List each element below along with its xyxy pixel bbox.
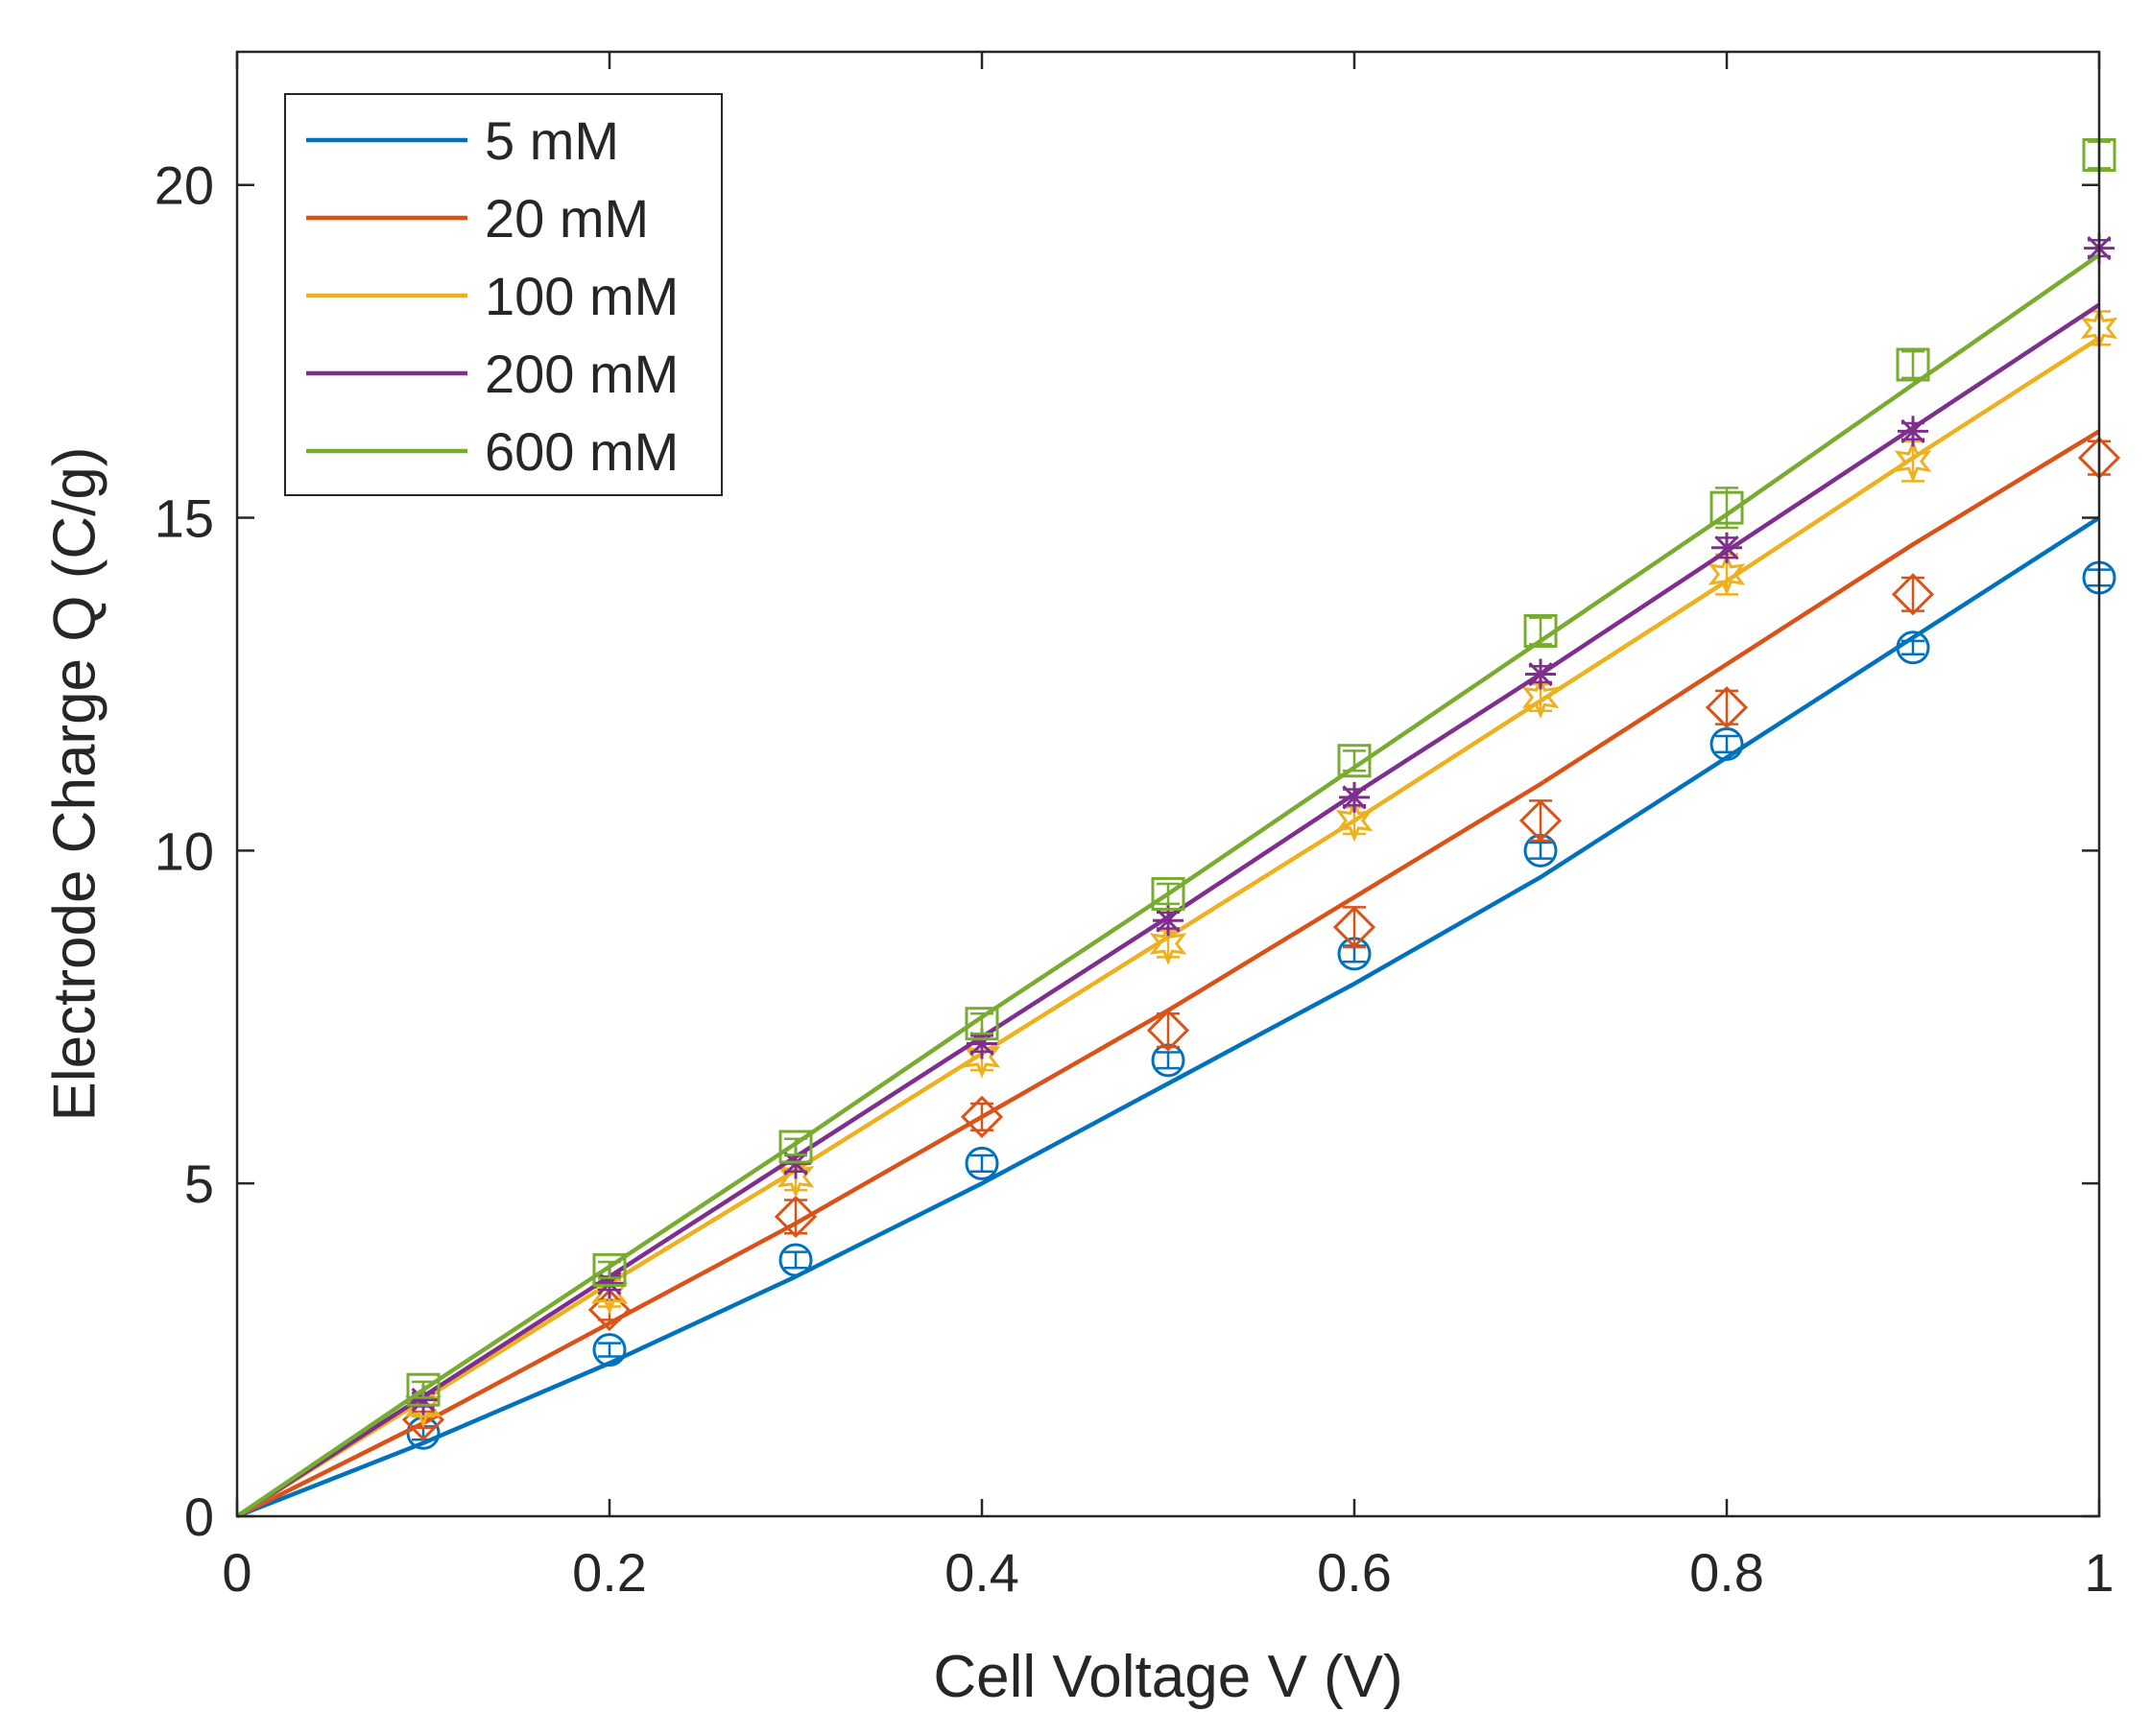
legend-label-200-mm: 200 mM <box>485 344 679 404</box>
error-bar-600-mm <box>598 1260 621 1279</box>
data-point-600-mm <box>1523 613 1558 648</box>
data-point-600-mm <box>1337 744 1372 778</box>
x-tick-label: 1 <box>2084 1542 2114 1603</box>
x-axis-label: Cell Voltage V (V) <box>933 1644 1402 1710</box>
legend-label-600-mm: 600 mM <box>485 421 679 482</box>
y-tick-label: 0 <box>184 1486 214 1547</box>
data-point-100-mm <box>1894 440 1932 483</box>
error-bar-5-mm <box>970 1153 993 1173</box>
error-bar-600-mm <box>1343 749 1366 773</box>
data-point-20-mm <box>1518 799 1563 843</box>
data-point-5-mm <box>1896 630 1930 665</box>
legend: 5 mM 20 mM 100 mM 200 mM 600 mM <box>284 93 723 496</box>
data-point-200-mm <box>967 1028 997 1059</box>
error-bar-600-mm <box>1715 487 1738 530</box>
error-bar-5-mm <box>1529 841 1552 860</box>
error-bar-20-mm <box>1157 1012 1180 1049</box>
data-point-200-mm <box>1711 532 1742 563</box>
data-point-600-mm <box>1896 347 1930 382</box>
legend-label-20-mm: 20 mM <box>485 188 649 249</box>
fit-line-5-mm <box>236 515 2101 1519</box>
series-20-mm <box>235 429 2121 1519</box>
data-point-20-mm <box>587 1288 632 1332</box>
data-point-100-mm <box>1708 553 1746 596</box>
x-tick-label: 0 <box>222 1542 251 1603</box>
data-point-20-mm <box>1705 686 1749 729</box>
y-axis-label: Electrode Charge Q (C/g) <box>41 447 108 1122</box>
y-tick-label: 5 <box>184 1153 214 1214</box>
data-point-20-mm <box>1891 573 1935 616</box>
data-point-5-mm <box>965 1146 999 1180</box>
data-point-100-mm <box>1149 922 1187 965</box>
error-bar-20-mm <box>784 1199 807 1235</box>
data-point-20-mm <box>1146 1009 1190 1052</box>
y-tick-label: 10 <box>155 820 214 881</box>
data-point-200-mm <box>594 1268 625 1299</box>
error-bar-5-mm <box>784 1250 807 1270</box>
data-point-5-mm <box>592 1333 627 1367</box>
axes-box <box>235 50 2101 1518</box>
data-point-20-mm <box>960 1095 1004 1138</box>
error-bar-5-mm <box>598 1342 621 1358</box>
data-point-200-mm <box>1153 905 1183 937</box>
error-bar-5-mm <box>1901 639 1924 655</box>
error-bar-20-mm <box>1715 689 1738 725</box>
error-bar-600-mm <box>1529 616 1552 646</box>
error-bar-600-mm <box>412 1380 435 1399</box>
error-bar-20-mm <box>1901 576 1924 612</box>
x-tick-label: 0.8 <box>1689 1542 1764 1603</box>
y-tick-label: 15 <box>155 488 214 549</box>
data-point-20-mm <box>1332 906 1376 949</box>
data-point-5-mm <box>1709 726 1744 761</box>
data-point-200-mm <box>1339 781 1370 813</box>
legend-label-5-mm: 5 mM <box>485 110 619 171</box>
x-tick-label: 0.4 <box>944 1542 1019 1603</box>
data-point-100-mm <box>1521 676 1560 720</box>
x-tick-label: 0.2 <box>572 1542 647 1603</box>
series-600-mm <box>235 138 2116 1518</box>
error-bar-600-mm <box>1901 349 1924 380</box>
data-point-600-mm <box>965 1007 999 1041</box>
data-point-600-mm <box>592 1252 627 1287</box>
data-point-100-mm <box>1335 798 1374 843</box>
error-bar-600-mm <box>784 1137 807 1156</box>
error-bar-600-mm <box>970 1012 993 1035</box>
data-point-20-mm <box>774 1195 818 1238</box>
data-point-600-mm <box>406 1372 441 1407</box>
data-point-200-mm <box>1525 658 1556 690</box>
data-point-5-mm <box>778 1243 813 1277</box>
error-bar-600-mm <box>1157 882 1180 906</box>
x-tick-label: 0.6 <box>1317 1542 1392 1603</box>
legend-label-100-mm: 100 mM <box>485 266 679 326</box>
error-bar-5-mm <box>1715 734 1738 753</box>
data-point-600-mm <box>778 1130 813 1164</box>
data-point-600-mm <box>1709 490 1744 525</box>
data-point-200-mm <box>408 1384 439 1415</box>
series-layer <box>235 138 2121 1519</box>
data-point-200-mm <box>1898 416 1928 447</box>
error-bar-5-mm <box>1157 1051 1180 1070</box>
y-tick-label: 20 <box>155 155 214 216</box>
data-point-600-mm <box>1151 876 1185 911</box>
